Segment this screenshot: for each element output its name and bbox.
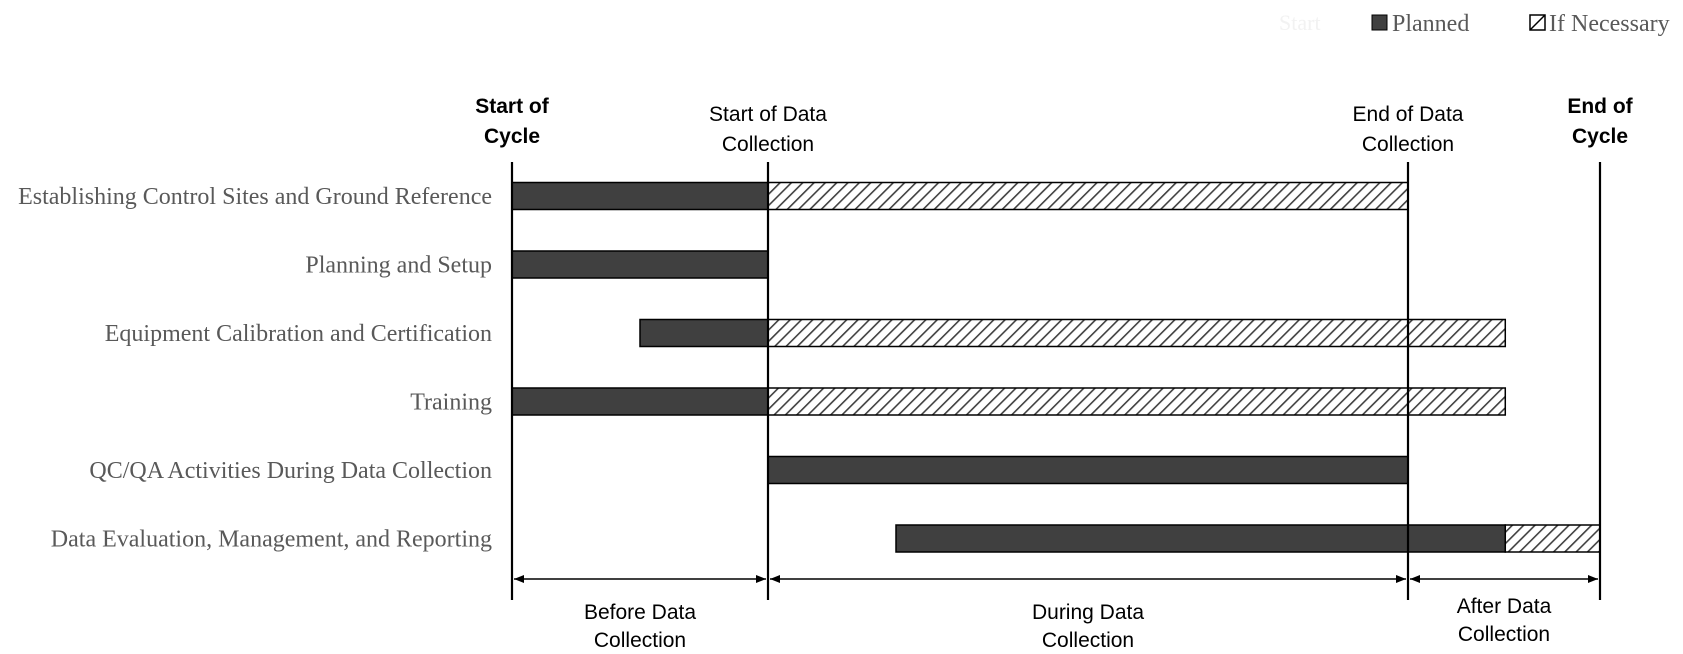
legend-start-label: Start [1279,10,1321,35]
phase-label: After Data Collection [1457,595,1552,646]
planned-bar [511,181,769,211]
task-label: Equipment Calibration and Certification [105,321,492,347]
legend: Start Planned If Necessary [1279,10,1670,37]
planned-bar [895,524,1507,553]
milestone-label: End of Cycle [1567,95,1633,148]
phase-label: During Data Collection [1032,601,1144,652]
legend-if-necessary-label: If Necessary [1549,11,1670,37]
bar-layer [511,181,1601,553]
if-necessary-bar [1504,524,1601,553]
milestone-label: Start of Data Collection [709,103,827,156]
milestone-label-line: Start of Data [709,103,827,126]
milestone-label-line: End of Data [1353,103,1464,126]
planned-bar [767,455,1409,485]
if-necessary-bar [767,181,1409,211]
task-label: Training [410,390,492,416]
phase-label-line: During Data [1032,601,1144,624]
phase-label-line: Before Data [584,601,696,624]
phase-label: Before Data Collection [584,601,696,652]
milestone-label: Start of Cycle [475,95,550,148]
task-label: Data Evaluation, Management, and Reporti… [51,527,492,553]
milestone-label-line: Cycle [1572,125,1628,148]
phase-label-line: Collection [1458,623,1550,646]
phase-label-line: Collection [1042,629,1134,652]
milestone-label: End of Data Collection [1353,103,1464,156]
task-label: Planning and Setup [305,253,492,279]
task-label-layer: Establishing Control Sites and Ground Re… [18,184,492,553]
if-necessary-bar [767,387,1507,416]
milestone-label-line: Cycle [484,125,540,148]
legend-planned-label: Planned [1392,11,1469,37]
planned-bar [639,318,769,348]
legend-if-necessary-diagonal [1529,14,1546,31]
planned-bar [511,387,769,416]
milestone-label-line: Collection [722,133,814,156]
phase-layer: Before Data Collection During Data Collecti… [514,575,1598,652]
phase-label-line: Collection [594,629,686,652]
milestone-label-line: End of [1567,95,1633,118]
milestone-label-line: Start of [475,95,550,118]
task-label: QC/QA Activities During Data Collection [89,458,492,484]
planned-bar [511,250,769,279]
milestone-line-layer [510,162,1602,600]
phase-label-line: After Data [1457,595,1552,618]
legend-planned-swatch [1371,14,1388,31]
milestone-label-line: Collection [1362,133,1454,156]
task-label: Establishing Control Sites and Ground Re… [18,184,492,210]
if-necessary-bar [767,318,1507,348]
